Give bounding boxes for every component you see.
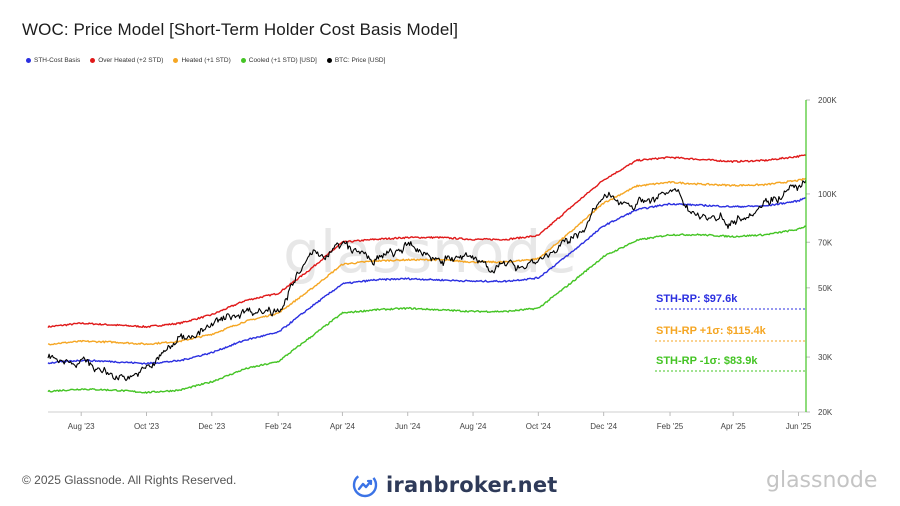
legend-label: Heated (+1 STD) xyxy=(181,57,231,64)
x-tick-label: Feb '25 xyxy=(657,422,684,431)
x-tick-label: Jun '25 xyxy=(786,422,812,431)
x-tick-label: Feb '24 xyxy=(265,422,292,431)
annotation-label: STH-RP -1σ: $83.9k xyxy=(656,355,758,367)
x-tick-label: Oct '23 xyxy=(134,422,160,431)
legend-label: Cooled (+1 STD) [USD] xyxy=(248,57,317,64)
glassnode-logo: glassnode xyxy=(766,468,878,493)
x-tick-label: Apr '24 xyxy=(330,422,356,431)
x-tick-label: Oct '24 xyxy=(526,422,552,431)
x-tick-label: Jun '24 xyxy=(395,422,421,431)
annotation-label: STH-RP: $97.6k xyxy=(656,293,738,305)
legend-item-sth-cost-basis[interactable]: STH-Cost Basis xyxy=(26,57,80,64)
legend-label: STH-Cost Basis xyxy=(34,57,81,64)
annotation-label: STH-RP +1σ: $115.4k xyxy=(656,325,767,337)
legend-item-over-heated[interactable]: Over Heated (+2 STD) xyxy=(90,57,163,64)
legend: STH-Cost Basis Over Heated (+2 STD) Heat… xyxy=(26,57,385,64)
copyright-text: © 2025 Glassnode. All Rights Reserved. xyxy=(22,473,237,487)
y-tick-label: 30K xyxy=(818,353,833,362)
brand[interactable]: iranbroker.net xyxy=(352,472,558,498)
chart-title: WOC: Price Model [Short-Term Holder Cost… xyxy=(22,20,459,39)
legend-label: BTC: Price [USD] xyxy=(334,57,386,64)
y-tick-label: 200K xyxy=(818,96,837,105)
brand-text: iranbroker.net xyxy=(386,473,558,497)
y-tick-label: 70K xyxy=(818,238,833,247)
trend-circle-icon xyxy=(352,472,378,498)
x-tick-label: Dec '23 xyxy=(198,422,225,431)
series-line xyxy=(47,179,807,382)
legend-swatch xyxy=(26,58,31,63)
legend-item-heated[interactable]: Heated (+1 STD) xyxy=(173,57,231,64)
legend-label: Over Heated (+2 STD) xyxy=(98,57,164,64)
legend-swatch xyxy=(90,58,96,63)
legend-item-cooled[interactable]: Cooled (+1 STD) [USD] xyxy=(240,57,317,64)
legend-swatch xyxy=(173,58,179,63)
y-tick-label: 20K xyxy=(818,408,833,417)
y-tick-label: 100K xyxy=(818,190,837,199)
legend-swatch xyxy=(326,58,332,63)
x-tick-label: Aug '23 xyxy=(68,422,95,431)
x-tick-label: Dec '24 xyxy=(590,422,617,431)
x-tick-label: Aug '24 xyxy=(460,422,487,431)
series-line xyxy=(47,225,807,394)
series-line xyxy=(47,197,806,365)
series-line xyxy=(47,177,807,346)
legend-swatch xyxy=(240,58,246,63)
legend-item-btc-price[interactable]: BTC: Price [USD] xyxy=(326,57,386,64)
x-tick-label: Apr '25 xyxy=(721,422,747,431)
y-tick-label: 50K xyxy=(818,284,833,293)
series-line xyxy=(47,154,807,329)
